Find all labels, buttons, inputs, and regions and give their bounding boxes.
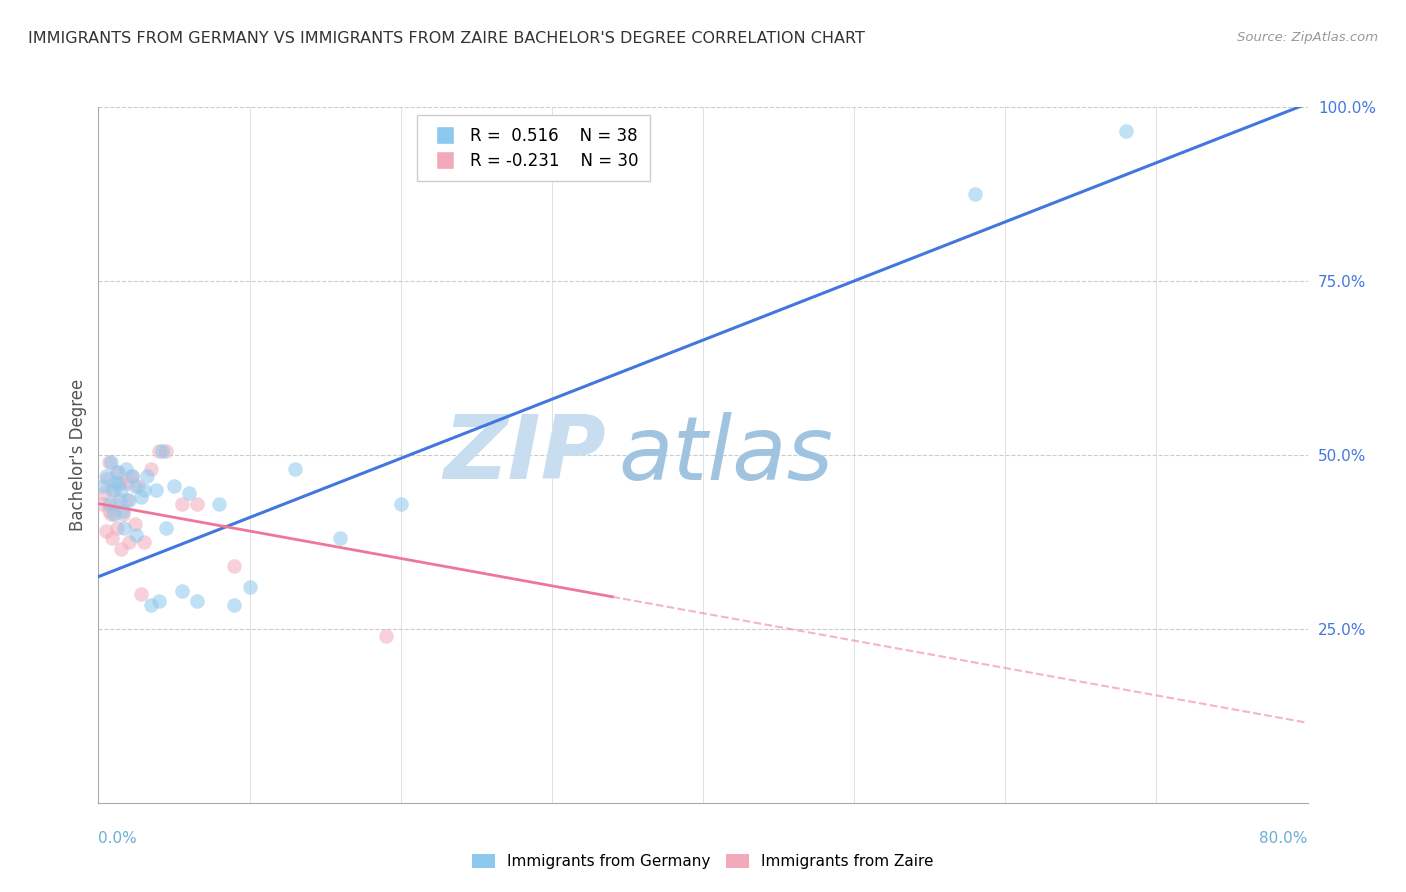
Point — [132, 483, 155, 497]
Point — [101, 483, 124, 497]
Point — [114, 462, 136, 476]
Point — [224, 598, 246, 612]
Text: IMMIGRANTS FROM GERMANY VS IMMIGRANTS FROM ZAIRE BACHELOR'S DEGREE CORRELATION C: IMMIGRANTS FROM GERMANY VS IMMIGRANTS FR… — [28, 31, 865, 46]
Point — [284, 462, 307, 476]
Point — [94, 524, 117, 539]
Point — [127, 479, 149, 493]
Point — [100, 455, 122, 469]
Legend: Immigrants from Germany, Immigrants from Zaire: Immigrants from Germany, Immigrants from… — [467, 847, 939, 875]
Point — [96, 472, 118, 486]
Point — [148, 594, 170, 608]
Text: 0.0%: 0.0% — [98, 830, 138, 846]
Point — [141, 462, 163, 476]
Point — [148, 444, 170, 458]
Point — [105, 521, 128, 535]
Point — [224, 559, 246, 574]
Point — [155, 521, 177, 535]
Point — [186, 497, 208, 511]
Text: atlas: atlas — [619, 412, 834, 498]
Point — [124, 479, 146, 493]
Point — [141, 598, 163, 612]
Point — [239, 580, 262, 594]
Point — [965, 187, 987, 202]
Point — [145, 483, 167, 497]
Point — [110, 483, 132, 497]
Point — [101, 532, 124, 546]
Point — [107, 475, 129, 490]
Point — [94, 468, 117, 483]
Point — [163, 479, 186, 493]
Point — [100, 507, 122, 521]
Point — [103, 483, 125, 497]
Point — [108, 475, 131, 490]
Point — [108, 493, 131, 508]
Point — [135, 468, 157, 483]
Point — [111, 507, 134, 521]
Point — [91, 479, 114, 493]
Point — [329, 532, 352, 546]
Legend: R =  0.516    N = 38, R = -0.231    N = 30: R = 0.516 N = 38, R = -0.231 N = 30 — [418, 115, 651, 181]
Y-axis label: Bachelor's Degree: Bachelor's Degree — [69, 379, 87, 531]
Point — [208, 497, 231, 511]
Text: 80.0%: 80.0% — [1260, 830, 1308, 846]
Point — [98, 455, 121, 469]
Point — [170, 497, 193, 511]
Point — [132, 535, 155, 549]
Point — [170, 583, 193, 598]
Point — [125, 528, 148, 542]
Point — [98, 497, 121, 511]
Point — [155, 444, 177, 458]
Point — [112, 521, 135, 535]
Point — [93, 486, 115, 500]
Point — [115, 493, 138, 508]
Point — [1115, 124, 1137, 138]
Point — [105, 466, 128, 480]
Point — [110, 541, 132, 556]
Point — [179, 486, 201, 500]
Point — [118, 493, 141, 508]
Point — [124, 517, 146, 532]
Point — [114, 475, 136, 490]
Point — [374, 629, 396, 643]
Point — [389, 497, 412, 511]
Point — [150, 444, 173, 458]
Point — [104, 497, 127, 511]
Point — [98, 503, 121, 517]
Point — [107, 466, 129, 480]
Point — [111, 503, 134, 517]
Text: ZIP: ZIP — [443, 411, 606, 499]
Point — [104, 475, 127, 490]
Text: Source: ZipAtlas.com: Source: ZipAtlas.com — [1237, 31, 1378, 45]
Point — [121, 468, 143, 483]
Point — [118, 535, 141, 549]
Point — [91, 497, 114, 511]
Point — [186, 594, 208, 608]
Point — [129, 490, 152, 504]
Point — [129, 587, 152, 601]
Point — [103, 507, 125, 521]
Point — [121, 468, 143, 483]
